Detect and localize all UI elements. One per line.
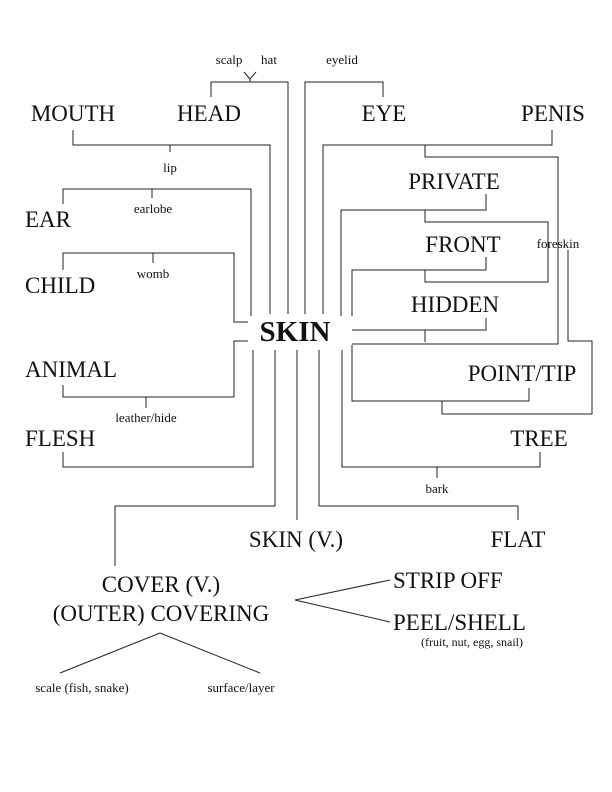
connector-lines bbox=[59, 71, 593, 674]
concept-child: CHILD bbox=[25, 273, 95, 298]
label-womb: womb bbox=[137, 266, 170, 281]
scalp-hat-fork bbox=[210, 71, 289, 316]
cover-strip-branch bbox=[294, 579, 391, 601]
concept-flesh: FLESH bbox=[25, 426, 95, 451]
label-leather-hide: leather/hide bbox=[115, 410, 177, 425]
concept-mouth: MOUTH bbox=[31, 101, 115, 126]
concept-outer-covering: (OUTER) COVERING bbox=[53, 601, 270, 626]
flesh-link bbox=[62, 350, 254, 468]
major-concepts: MOUTH HEAD EYE PENIS PRIVATE EAR FRONT C… bbox=[25, 101, 585, 635]
point-tip-link bbox=[351, 345, 530, 402]
hidden-link bbox=[352, 318, 487, 342]
concept-skin-verb: SKIN (V.) bbox=[249, 527, 343, 552]
concept-peel-shell: PEEL/SHELL bbox=[393, 610, 526, 635]
eyelid-link bbox=[304, 81, 384, 316]
ear-link bbox=[62, 188, 252, 316]
front-link bbox=[351, 257, 487, 316]
mouth-link bbox=[72, 130, 271, 316]
concept-hidden: HIDDEN bbox=[411, 292, 500, 317]
cover-link bbox=[114, 350, 276, 566]
animal-link bbox=[62, 340, 248, 398]
label-bark: bark bbox=[425, 481, 449, 496]
cover-peel-branch bbox=[294, 599, 391, 623]
foreskin-bracket bbox=[441, 250, 593, 415]
label-earlobe: earlobe bbox=[134, 201, 172, 216]
penis-link bbox=[322, 130, 553, 316]
child-link bbox=[62, 252, 248, 323]
foreskin-link bbox=[424, 210, 549, 283]
concept-private: PRIVATE bbox=[408, 169, 500, 194]
minor-labels: scalp hat eyelid lip earlobe womb foresk… bbox=[35, 52, 580, 695]
label-eyelid: eyelid bbox=[326, 52, 358, 67]
concept-tree: TREE bbox=[510, 426, 568, 451]
label-peel-note: (fruit, nut, egg, snail) bbox=[421, 635, 523, 649]
label-hat: hat bbox=[261, 52, 277, 67]
label-lip: lip bbox=[163, 160, 177, 175]
concept-eye: EYE bbox=[362, 101, 407, 126]
private-link bbox=[340, 194, 487, 316]
covering-scale-branch bbox=[59, 632, 161, 674]
label-scalp: scalp bbox=[216, 52, 243, 67]
penis-private-bracket bbox=[352, 145, 559, 345]
concept-strip-off: STRIP OFF bbox=[393, 568, 503, 593]
concept-flat: FLAT bbox=[491, 527, 546, 552]
label-scale: scale (fish, snake) bbox=[35, 680, 129, 695]
center-node-skin: SKIN bbox=[260, 316, 331, 348]
concept-cover-verb: COVER (V.) bbox=[102, 572, 220, 597]
concept-ear: EAR bbox=[25, 207, 72, 232]
label-surface-layer: surface/layer bbox=[207, 680, 275, 695]
center-node-backdrop bbox=[251, 314, 339, 350]
concept-front: FRONT bbox=[425, 232, 500, 257]
tree-link bbox=[341, 350, 541, 468]
flat-link bbox=[318, 350, 519, 520]
concept-head: HEAD bbox=[177, 101, 241, 126]
covering-surface-branch bbox=[159, 632, 261, 674]
concept-point-tip: POINT/TIP bbox=[468, 361, 577, 386]
concept-penis: PENIS bbox=[521, 101, 585, 126]
concept-animal: ANIMAL bbox=[25, 357, 117, 382]
label-foreskin: foreskin bbox=[537, 236, 580, 251]
